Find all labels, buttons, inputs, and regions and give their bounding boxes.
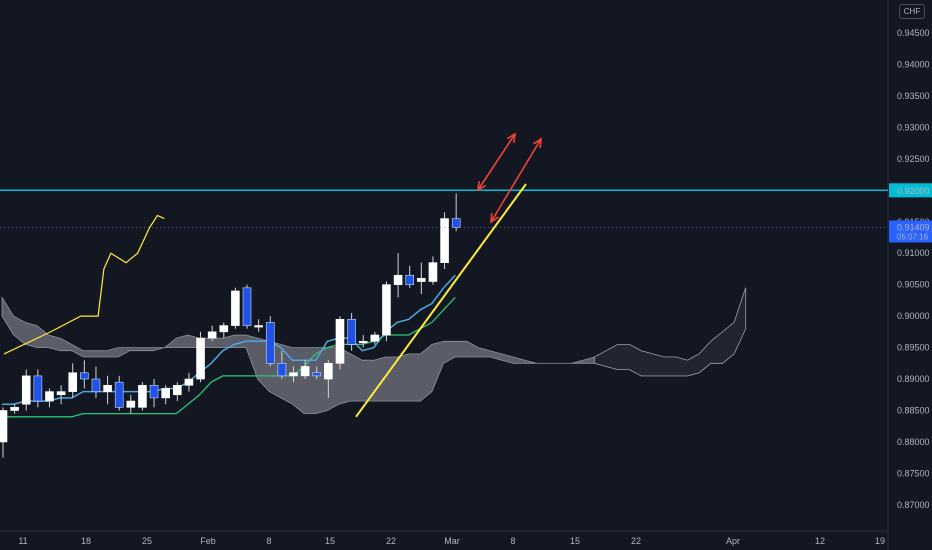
time-tick-label: 11 (18, 536, 27, 546)
candle-body[interactable] (161, 388, 170, 399)
candle-body[interactable] (126, 400, 136, 408)
price-tick-label: 0.91000 (897, 248, 930, 258)
candle-body[interactable] (68, 372, 78, 392)
chikou-line (3, 214, 165, 355)
price-tick-label: 0.94000 (897, 59, 930, 69)
price-tick-label: 0.88000 (897, 437, 930, 447)
candle-body[interactable] (196, 337, 205, 380)
time-tick-label: Apr (726, 536, 740, 546)
bar-countdown-label: 05:07:16 (897, 232, 929, 241)
last-price-label: 0.91409 (897, 222, 930, 232)
candle-body[interactable] (242, 287, 252, 326)
candle-body[interactable] (324, 363, 333, 380)
projection-arrow-head (506, 132, 517, 144)
projection-arrow-head (533, 137, 542, 149)
candle-body[interactable] (393, 274, 403, 285)
level-price-label: 0.92000 (897, 186, 930, 196)
candle-body[interactable] (254, 325, 263, 328)
candle-body[interactable] (335, 318, 345, 364)
time-tick-label: Feb (200, 536, 216, 546)
time-tick-label: 18 (81, 536, 91, 546)
price-tick-label: 0.90000 (897, 311, 930, 321)
time-tick-label: 22 (386, 536, 396, 546)
tenkan-line (2, 274, 456, 405)
price-tick-label: 0.89500 (897, 343, 930, 353)
kijun-line (2, 296, 456, 418)
ichimoku-cloud-future (594, 287, 747, 377)
price-tick-label: 0.88500 (897, 405, 930, 415)
candle-body[interactable] (358, 340, 368, 344)
projection-arrow-head (490, 212, 499, 224)
candle-body[interactable] (289, 372, 298, 377)
candle-body[interactable] (45, 391, 54, 402)
candle-body[interactable] (440, 218, 449, 263)
candle-body[interactable] (277, 363, 287, 377)
candle-body[interactable] (56, 391, 66, 396)
candle-body[interactable] (114, 381, 124, 408)
time-tick-label: Mar (444, 536, 460, 546)
time-tick-label: 8 (510, 536, 515, 546)
candle-body[interactable] (347, 318, 356, 345)
price-tick-label: 0.87000 (897, 500, 930, 510)
time-tick-label: 19 (875, 536, 885, 546)
candle-body[interactable] (138, 385, 147, 408)
candle-body[interactable] (184, 378, 194, 386)
price-tick-label: 0.93500 (897, 91, 930, 101)
price-tick-label: 0.92500 (897, 154, 930, 164)
candle-body[interactable] (312, 372, 322, 377)
last-price-label-bg (889, 220, 932, 243)
price-tick-label: 0.89000 (897, 374, 930, 384)
candle-body[interactable] (417, 278, 426, 282)
candle-body[interactable] (265, 322, 275, 364)
projection-arrow[interactable] (490, 138, 542, 223)
candle-body[interactable] (219, 325, 229, 333)
projection-arrow[interactable] (477, 133, 516, 191)
candle-body[interactable] (231, 290, 240, 326)
candle-body[interactable] (173, 385, 182, 396)
candle-body[interactable] (21, 375, 31, 405)
candle-body[interactable] (33, 375, 43, 402)
time-tick-label: 8 (266, 536, 271, 546)
candle-body[interactable] (0, 410, 8, 443)
time-tick-label: 15 (325, 536, 335, 546)
trendline[interactable] (355, 183, 527, 418)
candle-body[interactable] (207, 331, 217, 339)
candle-body[interactable] (80, 372, 89, 380)
time-tick-label: 15 (570, 536, 580, 546)
candle-body[interactable] (103, 385, 112, 392)
candle-body[interactable] (428, 262, 438, 282)
price-tick-label: 0.87500 (897, 468, 930, 478)
price-tick-label: 0.93000 (897, 122, 930, 132)
level-price-label-bg (889, 183, 932, 198)
price-tick-label: 0.94500 (897, 28, 930, 38)
candle-body[interactable] (91, 378, 101, 392)
candle-body[interactable] (10, 407, 19, 411)
candle-body[interactable] (382, 284, 391, 336)
time-tick-label: 22 (631, 536, 641, 546)
candle-body[interactable] (149, 385, 159, 399)
candle-body[interactable] (300, 366, 310, 377)
candle-body[interactable] (370, 334, 380, 342)
price-tick-label: 0.90500 (897, 280, 930, 290)
time-tick-label: 25 (142, 536, 152, 546)
time-tick-label: 12 (815, 536, 825, 546)
candle-body[interactable] (451, 218, 461, 228)
currency-badge[interactable]: CHF (899, 4, 925, 19)
projection-arrow-head (476, 180, 487, 192)
candle-body[interactable] (405, 274, 415, 285)
